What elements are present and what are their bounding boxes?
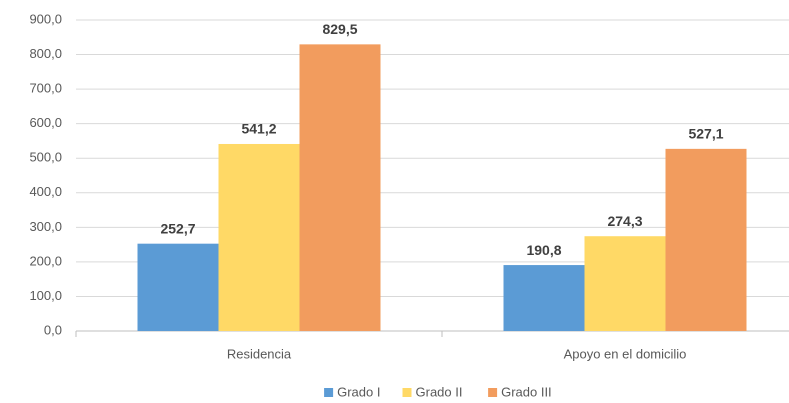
y-tick-label: 900,0 — [29, 11, 62, 26]
legend-label: Grado II — [416, 384, 463, 399]
y-tick-label: 700,0 — [29, 81, 62, 96]
bar — [218, 143, 300, 331]
y-tick-label: 500,0 — [29, 150, 62, 165]
y-tick-label: 800,0 — [29, 46, 62, 61]
legend-label: Grado III — [501, 384, 552, 399]
bar — [503, 265, 585, 331]
bar — [299, 44, 381, 332]
legend-swatch — [324, 388, 334, 397]
bar — [665, 148, 747, 331]
x-tick-label: Residencia — [227, 346, 292, 361]
value-label: 274,3 — [607, 213, 642, 229]
value-label: 252,7 — [160, 220, 195, 236]
value-label: 190,8 — [526, 242, 561, 258]
y-tick-label: 400,0 — [29, 184, 62, 199]
y-tick-label: 600,0 — [29, 115, 62, 130]
value-label: 829,5 — [322, 21, 357, 37]
bar — [584, 236, 666, 331]
x-tick-label: Apoyo en el domicilio — [564, 346, 687, 361]
y-tick-label: 300,0 — [29, 219, 62, 234]
legend-swatch — [402, 388, 412, 397]
y-tick-label: 200,0 — [29, 253, 62, 268]
y-tick-label: 0,0 — [44, 322, 62, 337]
legend-label: Grado I — [337, 384, 380, 399]
value-label: 527,1 — [688, 126, 723, 142]
legend-swatch — [488, 388, 498, 397]
value-label: 541,2 — [241, 121, 276, 137]
bar — [137, 243, 219, 331]
y-tick-label: 100,0 — [29, 288, 62, 303]
